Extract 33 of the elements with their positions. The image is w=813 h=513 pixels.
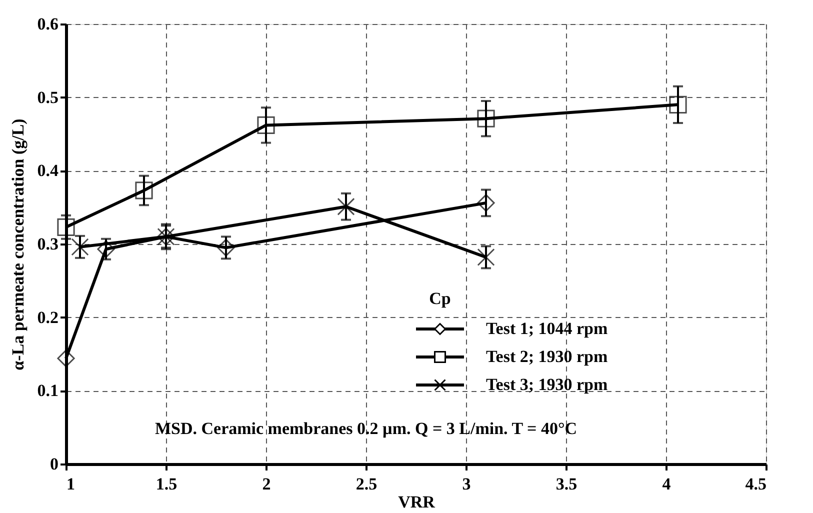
point — [477, 110, 495, 128]
x-tick-label: 4 — [662, 474, 672, 494]
legend-label: Test 3; 1930 rpm — [486, 375, 608, 394]
legend-label: Test 2; 1930 rpm — [486, 347, 608, 366]
x-tick-label: 2.5 — [356, 474, 378, 494]
y-tick-label: 0.4 — [37, 161, 59, 180]
x-tick-label: 2 — [262, 474, 271, 494]
point — [669, 96, 687, 114]
point — [477, 248, 495, 266]
point — [57, 218, 75, 236]
point — [477, 194, 495, 212]
x-axis-title: VRR — [398, 492, 436, 512]
point — [135, 182, 153, 200]
y-tick-label: 0.5 — [37, 88, 58, 107]
legend-title: Cp — [429, 289, 451, 308]
y-tick-label: 0.2 — [37, 308, 58, 327]
x-tick-label: 1.5 — [156, 474, 178, 494]
annotation: MSD. Ceramic membranes 0.2 µm. Q = 3 L/min. T = 40°C — [154, 419, 578, 438]
y-tick-label: 0.6 — [37, 14, 58, 34]
point — [217, 238, 235, 256]
point — [71, 238, 89, 256]
y-tick-label: 0.1 — [37, 381, 58, 400]
point — [337, 198, 355, 216]
point — [257, 116, 275, 134]
y-tick-label: 0.3 — [37, 234, 58, 254]
x-tick-label: 3.5 — [556, 474, 578, 494]
y-tick-label: 0 — [50, 454, 58, 474]
legend-label: Test 1; 1044 rpm — [486, 319, 608, 338]
x-tick-label: 3 — [462, 474, 471, 494]
y-axis-title: α-La permeate concentration (g/L) — [8, 118, 28, 370]
point — [57, 350, 75, 368]
x-tick-label: 1 — [66, 474, 75, 494]
x-tick-label: 4.5 — [745, 474, 766, 494]
